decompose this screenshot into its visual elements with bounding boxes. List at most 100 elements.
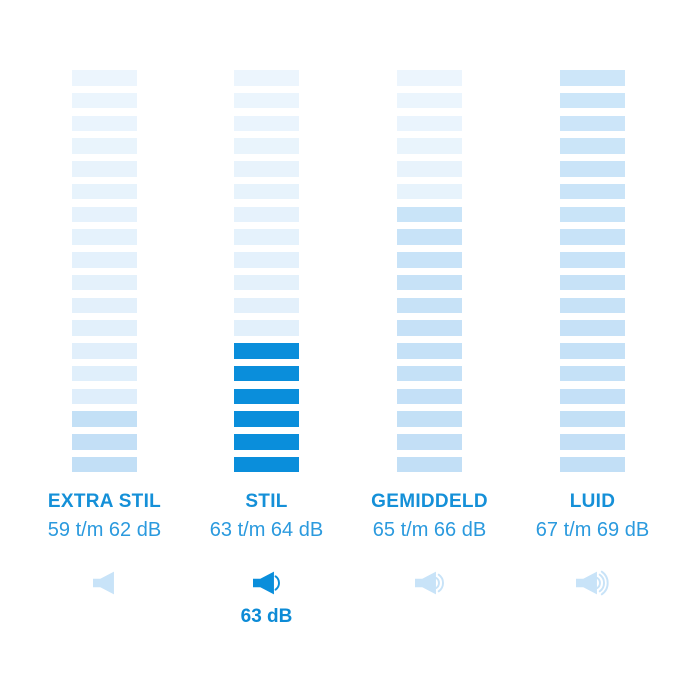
speaker-glyph (93, 571, 115, 595)
level-bar (234, 252, 299, 268)
level-bar (560, 411, 625, 427)
level-bar (234, 138, 299, 154)
level-bar (560, 161, 625, 177)
level-bar (397, 138, 462, 154)
level-bar (234, 320, 299, 336)
level-bar (397, 115, 462, 131)
level-bar (72, 161, 137, 177)
level-bar (397, 92, 462, 109)
level-bar (72, 388, 137, 404)
level-bar (234, 274, 299, 291)
selected-db-value (23, 606, 186, 628)
level-bar (397, 206, 462, 222)
level-bar (560, 229, 625, 245)
level-bar (234, 297, 299, 313)
level-bar (72, 252, 137, 268)
selected-db-value (511, 606, 674, 628)
level-bar (397, 274, 462, 291)
column-luid: LUID 67 t/m 69 dB (511, 70, 674, 640)
speaker-2-waves-icon (348, 569, 511, 597)
level-bar (234, 388, 299, 404)
level-bar (72, 92, 137, 109)
column-label: STIL (245, 491, 288, 512)
level-bar (72, 434, 137, 450)
level-bar (397, 343, 462, 359)
level-bar (72, 274, 137, 291)
speaker-3-waves-icon (511, 569, 674, 597)
level-bar (560, 434, 625, 450)
level-bar (72, 365, 137, 382)
level-bar (72, 206, 137, 222)
speaker-1-wave-icon (185, 569, 348, 597)
level-bar (234, 343, 299, 359)
level-bar (234, 92, 299, 109)
level-bar (560, 388, 625, 404)
bar-stack-stil (234, 70, 299, 473)
level-bar (560, 138, 625, 154)
level-bar (397, 320, 462, 336)
level-bar (397, 388, 462, 404)
column-stil: STIL 63 t/m 64 dB 63 dB (185, 70, 348, 640)
level-bar (234, 115, 299, 131)
bar-stack-gemiddeld (397, 70, 462, 473)
level-bar (234, 456, 299, 473)
level-bar (560, 343, 625, 359)
level-bar (72, 183, 137, 200)
level-bar (72, 343, 137, 359)
selected-db-value (348, 606, 511, 628)
level-bar (72, 70, 137, 86)
level-bar (397, 229, 462, 245)
speaker-glyph (252, 571, 280, 595)
level-bar (72, 320, 137, 336)
level-bar (72, 297, 137, 313)
level-bar (560, 365, 625, 382)
column-db-range: 67 t/m 69 dB (535, 519, 650, 541)
level-bar (560, 252, 625, 268)
level-bar (234, 229, 299, 245)
level-bar (72, 138, 137, 154)
level-bar (560, 70, 625, 86)
speaker-0-waves-icon (23, 569, 186, 597)
column-db-range: 63 t/m 64 dB (209, 519, 324, 541)
column-extra-stil: EXTRA STIL 59 t/m 62 dB (23, 70, 186, 640)
level-bar (72, 229, 137, 245)
column-label: EXTRA STIL (47, 491, 162, 512)
level-bar (397, 297, 462, 313)
level-bar (234, 434, 299, 450)
level-bar (397, 183, 462, 200)
column-label: LUID (569, 491, 616, 512)
level-bar (72, 411, 137, 427)
speaker-glyph (414, 571, 444, 595)
column-label: GEMIDDELD (371, 491, 488, 512)
column-db-range: 59 t/m 62 dB (47, 519, 162, 541)
bar-stack-luid (560, 70, 625, 473)
speaker-glyph (575, 570, 609, 596)
level-bar (560, 274, 625, 291)
level-bar (234, 206, 299, 222)
level-bar (560, 183, 625, 200)
level-bar (397, 365, 462, 382)
selected-db-value: 63 dB (240, 606, 293, 627)
column-gemiddeld: GEMIDDELD 65 t/m 66 dB (348, 70, 511, 640)
level-bar (397, 456, 462, 473)
level-bar (560, 206, 625, 222)
level-bar (397, 70, 462, 86)
level-bar (234, 70, 299, 86)
level-bar (560, 92, 625, 109)
level-bar (72, 115, 137, 131)
level-bar (560, 456, 625, 473)
level-bar (234, 365, 299, 382)
level-bar (397, 161, 462, 177)
level-bar (397, 252, 462, 268)
level-bar (234, 161, 299, 177)
level-bar (397, 434, 462, 450)
level-bar (234, 411, 299, 427)
level-bar (234, 183, 299, 200)
level-bar (397, 411, 462, 427)
column-db-range: 65 t/m 66 dB (372, 519, 487, 541)
bar-stack-extra-stil (72, 70, 137, 473)
level-bar (72, 456, 137, 473)
level-bar (560, 297, 625, 313)
level-bar (560, 115, 625, 131)
